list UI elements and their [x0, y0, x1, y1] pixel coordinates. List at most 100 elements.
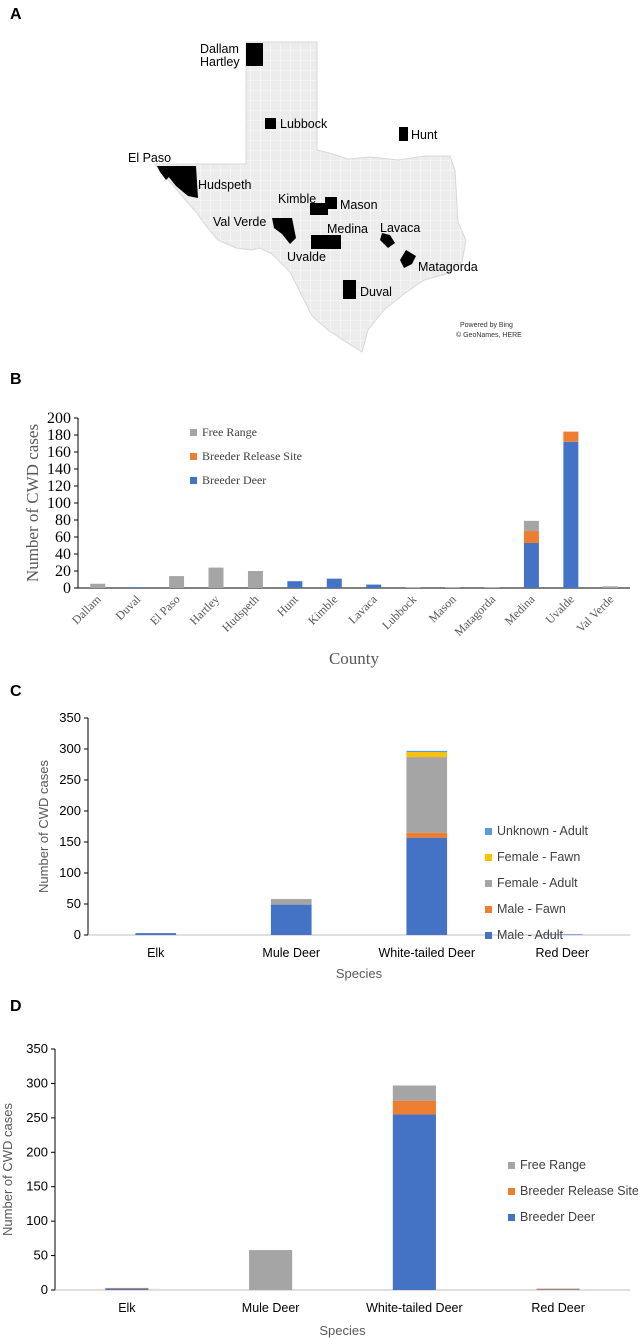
county-label-hunt: Hunt — [411, 128, 438, 142]
bar-red-deer-breeder-deer — [536, 1289, 580, 1290]
chart-c-y-axis-title: Number of CWD cases — [36, 760, 51, 893]
bar-elk-breeder-deer — [105, 1288, 149, 1290]
bar-elk-breeder-release-site — [105, 1287, 149, 1289]
x-tick-label-hunt: Hunt — [274, 592, 301, 619]
bar-val-verde-free-range — [602, 586, 618, 588]
county-shape-hudspeth — [168, 166, 198, 198]
bar-matagorda-free-range — [484, 587, 500, 588]
map-attribution-sources: © GeoNames, HERE — [456, 331, 522, 339]
bar-medina-breeder-deer — [523, 542, 539, 588]
county-shape-lubbock — [265, 118, 276, 129]
bar-white-tailed-deer-breeder-deer — [392, 1114, 436, 1290]
legend-label-unknown-adult: Unknown - Adult — [497, 824, 589, 838]
bar-lubbock-free-range — [405, 587, 421, 588]
x-tick-label-hudspeth: Hudspeth — [219, 592, 261, 634]
y-tick-label: 150 — [59, 834, 81, 849]
y-tick-label: 200 — [59, 803, 81, 818]
texas-outline — [153, 41, 467, 353]
chart-d-cases-by-species-source: 0 50 100 150 200 250 300 350 Elk Mule Deer White-t… — [0, 1041, 638, 1338]
bar-white-tailed-deer-unknown-adult — [406, 750, 448, 753]
y-tick-label: 50 — [34, 1248, 48, 1263]
y-tick-label: 300 — [26, 1075, 48, 1090]
y-tick-label: 80 — [55, 512, 71, 529]
legend-swatch-female-fawn — [485, 854, 492, 861]
county-shape-duval — [343, 280, 356, 299]
county-label-val-verde: Val Verde — [213, 215, 266, 229]
bar-dallam-free-range — [90, 583, 106, 588]
y-tick-label: 350 — [59, 710, 81, 725]
county-shape-uvalde — [311, 235, 326, 249]
legend-swatch-breeder-deer — [190, 477, 197, 484]
chart-b-x-axis-title: County — [329, 649, 380, 668]
y-tick-label: 50 — [67, 896, 81, 911]
legend-swatch-breeder-release-site — [508, 1188, 515, 1195]
y-tick-label: 150 — [26, 1179, 48, 1194]
legend-label-breeder-deer: Breeder Deer — [202, 473, 266, 487]
county-label-matagorda: Matagorda — [418, 260, 478, 274]
panel-label-d: D — [10, 998, 22, 1015]
y-tick-label: 0 — [63, 580, 71, 597]
legend-swatch-unknown-adult — [485, 828, 492, 835]
legend-swatch-free-range — [190, 429, 197, 436]
x-tick-label-mule-deer: Mule Deer — [242, 1301, 300, 1315]
bar-elk-male-adult — [135, 933, 177, 935]
x-tick-label-mule-deer: Mule Deer — [262, 946, 320, 960]
bar-mule-deer-female-adult — [270, 899, 312, 905]
county-shape-hartley — [246, 55, 263, 66]
y-tick-label: 40 — [55, 546, 71, 563]
bar-mule-deer-male-adult — [270, 904, 312, 935]
texas-map: Dallam Hartley Lubbock Hunt El Paso Huds… — [128, 41, 522, 353]
x-tick-label-mason: Mason — [426, 592, 459, 625]
chart-c-cases-by-species-sex-age: 0 50 100 150 200 250 300 350 Elk Mule Deer White-t… — [36, 710, 630, 981]
county-label-hudspeth: Hudspeth — [198, 178, 252, 192]
x-tick-label-red-deer: Red Deer — [536, 946, 590, 960]
county-shape-el-paso — [157, 166, 172, 180]
county-label-dallam: Dallam — [200, 42, 239, 56]
bar-white-tailed-deer-male-fawn — [406, 832, 448, 838]
legend-label-free-range: Free Range — [202, 425, 257, 439]
bar-medina-free-range — [523, 520, 539, 532]
county-label-el-paso: El Paso — [128, 151, 171, 165]
bar-red-deer-male-adult — [541, 934, 583, 935]
bar-el-paso-free-range — [169, 576, 185, 588]
y-tick-label: 200 — [26, 1144, 48, 1159]
x-tick-label-white-tailed-deer: White-tailed Deer — [366, 1301, 463, 1315]
x-tick-label-val-verde: Val Verde — [573, 592, 616, 635]
county-shape-kimble — [310, 203, 328, 215]
y-tick-label: 120 — [47, 478, 71, 495]
county-label-hartley: Hartley — [200, 55, 240, 69]
legend-label-female-adult: Female - Adult — [497, 876, 578, 890]
legend-swatch-free-range — [508, 1162, 515, 1169]
x-tick-label-matagorda: Matagorda — [451, 592, 498, 639]
bar-mason-free-range — [445, 587, 461, 588]
y-tick-label: 100 — [47, 495, 71, 512]
chart-d-x-axis-title: Species — [319, 1323, 366, 1338]
bar-lavaca-breeder-deer — [366, 584, 382, 588]
legend-swatch-breeder-release-site — [190, 453, 197, 460]
map-attribution-powered: Powered by Bing — [460, 322, 513, 329]
panel-label-b: B — [10, 371, 22, 388]
bar-kimble-breeder-deer — [326, 578, 342, 588]
bar-red-deer-breeder-release-site — [536, 1288, 580, 1290]
legend-swatch-male-fawn — [485, 906, 492, 913]
county-shape-lavaca — [380, 233, 395, 248]
bar-hudspeth-free-range — [247, 571, 263, 588]
x-tick-label-medina: Medina — [502, 592, 538, 628]
county-label-uvalde: Uvalde — [287, 250, 326, 264]
x-tick-label-kimble: Kimble — [305, 592, 340, 627]
x-tick-label-uvalde: Uvalde — [543, 592, 577, 626]
x-tick-label-el-paso: El Paso — [147, 592, 183, 628]
bar-white-tailed-deer-female-fawn — [406, 752, 448, 758]
x-tick-label-elk: Elk — [118, 1301, 136, 1315]
legend-label-female-fawn: Female - Fawn — [497, 850, 580, 864]
y-tick-label: 0 — [74, 927, 81, 942]
legend-label-breeder-release-site: Breeder Release Site — [520, 1184, 638, 1198]
y-tick-label: 160 — [47, 444, 71, 461]
county-label-duval: Duval — [360, 285, 392, 299]
county-label-lubbock: Lubbock — [280, 117, 328, 131]
bar-mule-deer-free-range — [249, 1250, 293, 1290]
county-label-kimble: Kimble — [278, 192, 316, 206]
legend-label-male-fawn: Male - Fawn — [497, 902, 566, 916]
legend-label-breeder-release-site: Breeder Release Site — [202, 449, 302, 463]
